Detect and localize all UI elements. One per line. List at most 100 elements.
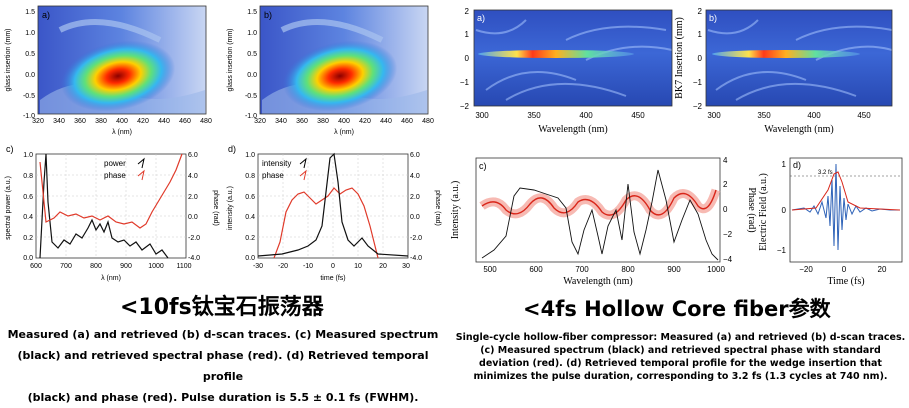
right-d-xlabel: Time (fs)	[827, 276, 864, 287]
svg-text:0.2: 0.2	[245, 235, 255, 242]
left-a-xticks: 320 340 360 380 400 420 440 460 480	[32, 118, 212, 125]
left-c-ylabel: spectral power (a.u.)	[5, 176, 12, 240]
left-c-phase-curve	[39, 153, 183, 229]
left-c-yticks: 1.0 0.8 0.6 0.4 0.2 0.0	[23, 152, 33, 262]
svg-text:700: 700	[60, 263, 72, 270]
left-c-power-curve	[39, 153, 169, 259]
svg-text:1100: 1100	[176, 263, 191, 270]
svg-text:1.0: 1.0	[247, 30, 257, 37]
right-panel-b-heatmap: b) BK7 Insertion (mm) 2 1 0 −1 −2 300 35…	[674, 7, 893, 135]
svg-text:-0.5: -0.5	[23, 93, 35, 100]
svg-text:-0.5: -0.5	[245, 93, 257, 100]
svg-text:20: 20	[379, 263, 387, 270]
left-d-phase-curve	[273, 187, 379, 259]
svg-text:0: 0	[782, 206, 787, 215]
svg-text:0.0: 0.0	[23, 255, 33, 262]
svg-text:800: 800	[90, 263, 102, 270]
svg-text:460: 460	[401, 118, 413, 125]
svg-text:300: 300	[707, 111, 721, 120]
svg-text:900: 900	[120, 263, 132, 270]
left-b-xticks: 320 340 360 380 400 420 440 460 480	[254, 118, 434, 125]
svg-text:10: 10	[354, 263, 362, 270]
svg-text:6.0: 6.0	[188, 152, 198, 159]
svg-text:1: 1	[465, 30, 470, 39]
svg-text:300: 300	[475, 111, 489, 120]
svg-text:2: 2	[465, 7, 470, 16]
svg-text:1: 1	[698, 30, 703, 39]
left-d-ylabel: intensity (a.u.)	[227, 186, 234, 230]
svg-text:420: 420	[137, 118, 149, 125]
svg-text:phase: phase	[104, 171, 126, 180]
left-b-ylabel: glass insertion (mm)	[227, 28, 234, 91]
svg-text:intensity: intensity	[262, 159, 291, 168]
svg-text:450: 450	[631, 111, 645, 120]
left-caption-line: (black) and phase (red). Pulse duration …	[27, 391, 419, 404]
svg-text:400: 400	[579, 111, 593, 120]
left-d-legend: intensity phase	[262, 157, 307, 181]
left-a-label: a)	[42, 10, 50, 20]
right-caption-line: minimizes the pulse duration, correspond…	[473, 371, 888, 382]
svg-text:360: 360	[296, 118, 308, 125]
right-c-spectrum-curve	[481, 169, 719, 261]
svg-text:0.8: 0.8	[245, 173, 255, 180]
svg-text:1.5: 1.5	[25, 9, 35, 16]
left-panel-a-heatmap: a) glass insertion (mm) 1.5 1.0 0.5 0.0 …	[5, 5, 212, 136]
right-panel-a-heatmap: a) 2 1 0 −1 −2 300 350 400 450 Wavelengt…	[460, 7, 673, 135]
right-c-xlabel: Wavelength (nm)	[563, 276, 632, 287]
left-d-yticks: 1.0 0.8 0.6 0.4 0.2 0.0	[245, 152, 255, 262]
svg-text:0.6: 0.6	[23, 194, 33, 201]
svg-text:1.0: 1.0	[25, 30, 35, 37]
left-c-y2label: phase (rad)	[212, 190, 219, 226]
svg-text:0: 0	[698, 54, 703, 63]
svg-text:0.4: 0.4	[23, 214, 33, 221]
svg-text:−4: −4	[723, 255, 733, 264]
svg-text:2.0: 2.0	[410, 194, 420, 201]
svg-text:380: 380	[317, 118, 329, 125]
right-caption: Single-cycle hollow-fiber compressor: Me…	[452, 331, 909, 383]
svg-text:440: 440	[380, 118, 392, 125]
svg-text:460: 460	[179, 118, 191, 125]
left-c-legend: power phase	[104, 157, 145, 181]
svg-text:-20: -20	[278, 263, 288, 270]
right-b-xlabel: Wavelength (nm)	[764, 124, 833, 135]
right-c-ylabel: Intensity (a.u.)	[450, 181, 461, 240]
right-caption-line: (c) Measured spectrum (black) and retrie…	[480, 345, 881, 356]
svg-text:30: 30	[402, 263, 410, 270]
left-panel-b-heatmap: b) glass insertion (mm) 1.5 1.0 0.5 0.0 …	[227, 5, 434, 136]
left-b-yticks: 1.5 1.0 0.5 0.0 -0.5 -1.0	[245, 9, 257, 120]
svg-text:0.5: 0.5	[247, 51, 257, 58]
svg-text:350: 350	[757, 111, 771, 120]
svg-text:-4.0: -4.0	[410, 255, 422, 262]
left-panel-d-temporal: d) intensity phase intensity (a.u.) phas…	[227, 144, 441, 282]
right-a-label: a)	[477, 13, 485, 23]
svg-text:0.0: 0.0	[245, 255, 255, 262]
right-heading: <4fs Hollow Core fiber参数	[523, 297, 831, 321]
svg-text:0.4: 0.4	[245, 214, 255, 221]
svg-text:2: 2	[723, 180, 728, 189]
svg-text:0: 0	[723, 205, 728, 214]
svg-text:320: 320	[32, 118, 44, 125]
svg-text:600: 600	[529, 265, 543, 274]
left-caption: Measured (a) and retrieved (b) d-scan tr…	[0, 324, 446, 408]
svg-text:1.0: 1.0	[245, 152, 255, 159]
svg-text:-1.0: -1.0	[245, 113, 257, 120]
svg-text:480: 480	[200, 118, 212, 125]
svg-text:0.0: 0.0	[247, 72, 257, 79]
svg-text:-10: -10	[303, 263, 313, 270]
svg-text:−1: −1	[693, 78, 703, 87]
svg-text:420: 420	[359, 118, 371, 125]
svg-text:480: 480	[422, 118, 434, 125]
svg-text:-4.0: -4.0	[188, 255, 200, 262]
svg-text:1000: 1000	[707, 265, 725, 274]
left-d-xlabel: time (fs)	[320, 275, 345, 282]
left-c-label: c)	[6, 144, 14, 154]
right-b-ylabel: BK7 Insertion (mm)	[674, 17, 685, 99]
svg-text:0: 0	[465, 54, 470, 63]
svg-text:440: 440	[158, 118, 170, 125]
right-d-yticks: 1 0 −1	[777, 160, 787, 255]
svg-text:800: 800	[621, 265, 635, 274]
svg-text:−1: −1	[460, 78, 470, 87]
svg-text:700: 700	[575, 265, 589, 274]
svg-text:0.0: 0.0	[188, 214, 198, 221]
svg-text:4.0: 4.0	[188, 173, 198, 180]
